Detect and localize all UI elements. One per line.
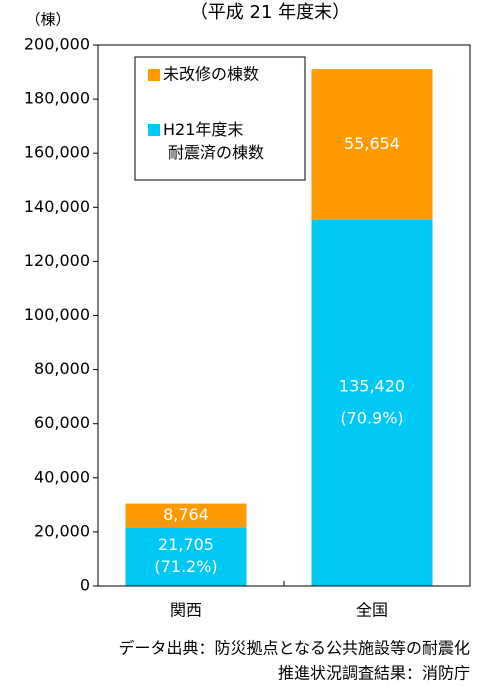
y-tick-label: 20,000 (34, 521, 90, 540)
source-text: 推進状況調査結果：消防庁 (278, 664, 470, 683)
chart-title: （平成 21 年度末） (190, 2, 350, 23)
y-tick-label: 140,000 (24, 197, 90, 216)
y-tick-label: 60,000 (34, 413, 90, 432)
legend-swatch (148, 69, 160, 81)
legend-swatch (148, 124, 160, 136)
bar-segment (311, 219, 433, 586)
x-tick-label: 関西 (170, 601, 202, 620)
y-tick-label: 120,000 (24, 251, 90, 270)
bar-segment (125, 503, 247, 528)
y-tick-label: 160,000 (24, 143, 90, 162)
y-tick-label: 180,000 (24, 89, 90, 108)
unit-label: （棟） (25, 11, 70, 29)
legend-label: H21年度末耐震済の棟数 (163, 120, 264, 162)
legend-label: 未改修の棟数 (163, 65, 259, 84)
x-tick-label: 全国 (356, 601, 388, 620)
percent-label: (71.2%) (154, 557, 217, 576)
y-tick-label: 200,000 (24, 35, 90, 54)
value-label: 55,654 (344, 134, 400, 153)
bar-segment (311, 69, 433, 220)
y-tick-label: 80,000 (34, 359, 90, 378)
value-label: 135,420 (339, 376, 405, 395)
percent-label: (70.9%) (340, 408, 403, 427)
value-label: 8,764 (163, 505, 209, 524)
y-tick-label: 0 (80, 576, 90, 595)
y-tick-label: 40,000 (34, 467, 90, 486)
value-label: 21,705 (158, 535, 214, 554)
y-tick-label: 100,000 (24, 305, 90, 324)
source-text: データ出典：防災拠点となる公共施設等の耐震化 (118, 639, 470, 658)
legend-box (134, 56, 306, 181)
bar-segment (125, 527, 247, 586)
